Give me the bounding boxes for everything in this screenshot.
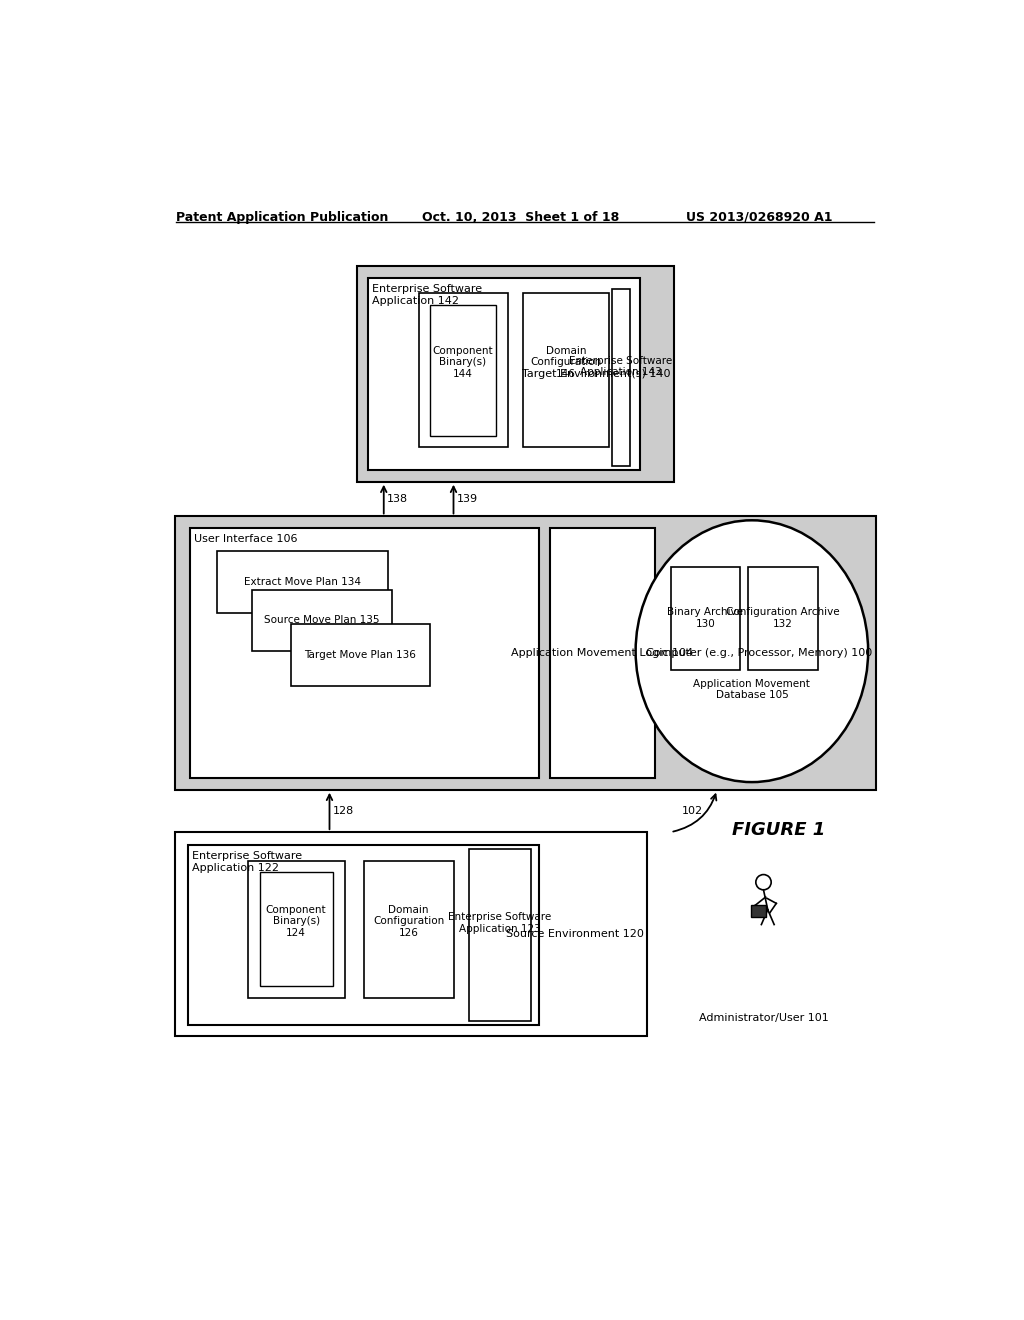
Text: Computer (e.g., Processor, Memory) 100: Computer (e.g., Processor, Memory) 100 xyxy=(646,648,872,657)
Bar xyxy=(260,873,334,986)
Text: 128: 128 xyxy=(333,807,354,816)
Text: Enterprise Software
Application 122: Enterprise Software Application 122 xyxy=(193,851,302,873)
Text: User Interface 106: User Interface 106 xyxy=(194,535,297,544)
Bar xyxy=(356,267,675,482)
Bar xyxy=(430,305,496,436)
Bar xyxy=(612,289,630,466)
Bar xyxy=(174,832,647,1036)
Bar xyxy=(188,845,539,1024)
Bar xyxy=(523,293,608,447)
Bar xyxy=(748,566,818,671)
Text: Enterprise Software
Application 142: Enterprise Software Application 142 xyxy=(372,284,482,305)
Bar xyxy=(252,590,391,651)
Text: Source Move Plan 135: Source Move Plan 135 xyxy=(264,615,380,626)
Bar xyxy=(217,552,388,612)
Bar xyxy=(174,516,876,789)
Text: Domain
Configuration
126: Domain Configuration 126 xyxy=(373,906,444,939)
Text: Component
Binary(s)
144: Component Binary(s) 144 xyxy=(432,346,494,379)
Text: 102: 102 xyxy=(682,805,703,816)
Text: 138: 138 xyxy=(387,494,408,504)
Text: Extract Move Plan 134: Extract Move Plan 134 xyxy=(244,577,360,587)
Bar xyxy=(248,861,345,998)
Text: Administrator/User 101: Administrator/User 101 xyxy=(698,1014,828,1023)
Bar xyxy=(291,624,430,686)
Bar xyxy=(419,293,508,447)
Text: US 2013/0268920 A1: US 2013/0268920 A1 xyxy=(686,211,833,224)
Text: Application Movement
Database 105: Application Movement Database 105 xyxy=(693,678,810,701)
Text: Patent Application Publication: Patent Application Publication xyxy=(176,211,388,224)
Bar xyxy=(469,849,531,1020)
Bar xyxy=(369,277,640,470)
Text: Oct. 10, 2013  Sheet 1 of 18: Oct. 10, 2013 Sheet 1 of 18 xyxy=(423,211,620,224)
Text: Configuration Archive
132: Configuration Archive 132 xyxy=(726,607,840,628)
Bar xyxy=(550,528,655,779)
Text: Application Movement Logic 104: Application Movement Logic 104 xyxy=(511,648,693,657)
Bar xyxy=(365,861,454,998)
Text: FIGURE 1: FIGURE 1 xyxy=(732,821,825,838)
Bar xyxy=(671,566,740,671)
Text: Source Environment 120: Source Environment 120 xyxy=(506,929,643,939)
Text: Target Move Plan 136: Target Move Plan 136 xyxy=(304,649,417,660)
Text: Binary Archive
130: Binary Archive 130 xyxy=(668,607,743,628)
Ellipse shape xyxy=(636,520,868,781)
Bar xyxy=(751,906,766,917)
Text: Domain
Configuration
146: Domain Configuration 146 xyxy=(530,346,601,379)
Text: 139: 139 xyxy=(457,494,478,504)
Text: Component
Binary(s)
124: Component Binary(s) 124 xyxy=(266,906,327,939)
Text: Target Environment(s) 140: Target Environment(s) 140 xyxy=(522,370,671,379)
Bar xyxy=(190,528,539,779)
Text: Enterprise Software
Application 143: Enterprise Software Application 143 xyxy=(569,355,673,378)
Text: Enterprise Software
Application 123: Enterprise Software Application 123 xyxy=(449,912,552,933)
